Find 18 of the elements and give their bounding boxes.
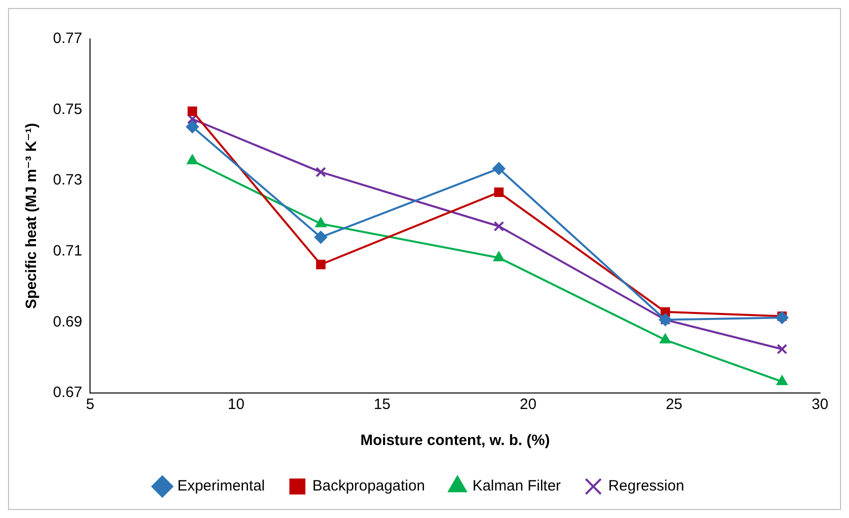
x-tick-label: 10 — [228, 396, 244, 414]
y-tick-label: 0.73 — [52, 172, 82, 189]
y-tick-label: 0.71 — [52, 242, 82, 260]
y-tick-label: 0.77 — [52, 30, 82, 48]
x-tick-label: 15 — [374, 396, 390, 414]
y-tick-label: 0.75 — [52, 100, 82, 118]
x-tick-label: 30 — [812, 396, 828, 414]
legend-label: Regression — [608, 478, 684, 495]
y-tick-label: 0.69 — [52, 313, 82, 330]
x-axis-title: Moisture content, w. b. (%) — [360, 432, 550, 450]
y-tick-label: 0.67 — [52, 384, 82, 402]
x-tick-label: 25 — [666, 396, 682, 414]
x-tick-label: 20 — [520, 396, 536, 414]
legend-label: Kalman Filter — [472, 478, 561, 495]
y-axis-title: Specific heat (MJ m⁻³ K⁻¹) — [23, 123, 40, 309]
x-tick-label: 5 — [86, 396, 94, 414]
legend-label: Backpropagation — [312, 478, 425, 495]
legend-label: Experimental — [177, 478, 265, 495]
